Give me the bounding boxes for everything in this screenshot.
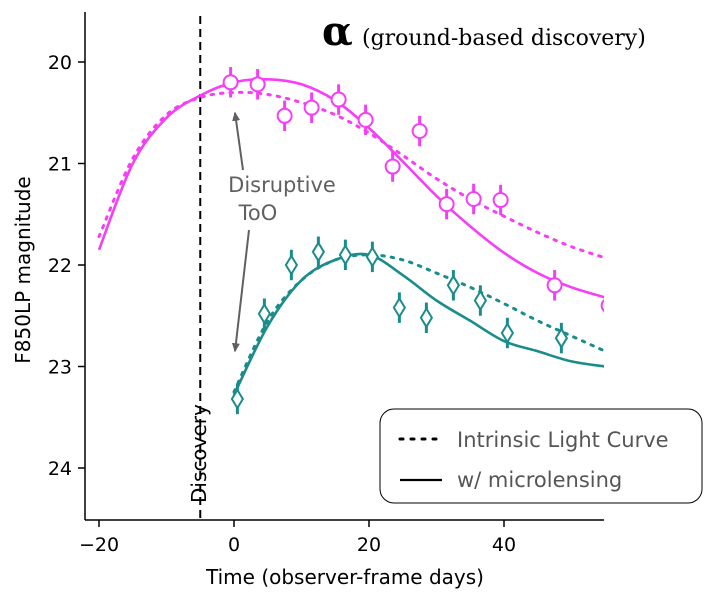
y-tick-label: 20	[48, 52, 72, 74]
data-point-circle	[303, 99, 320, 116]
data-point-diamond	[419, 306, 434, 329]
x-tick-label: 20	[357, 534, 381, 556]
x-tick-label: −20	[79, 534, 119, 556]
annotation-text-line-1: Disruptive	[228, 173, 336, 197]
data-point-diamond	[392, 296, 407, 319]
data-point-circle	[600, 299, 604, 313]
series-curve-intrinsic-2	[232, 253, 604, 394]
data-point-diamond	[311, 240, 326, 263]
y-axis-label: F850LP magnitude	[11, 176, 35, 363]
data-point-circle	[411, 123, 428, 140]
annotation-arrow	[231, 229, 250, 353]
legend-box	[379, 408, 703, 504]
data-point-diamond	[230, 388, 245, 410]
data-point-diamond	[338, 243, 353, 266]
data-point-circle	[546, 277, 563, 294]
data-point-circle	[384, 158, 401, 175]
data-point-circle	[249, 76, 266, 93]
panel-subtitle: (ground-based discovery)	[362, 26, 646, 51]
series-curve-intrinsic-0	[97, 90, 604, 260]
legend-label-microlensing: w/ microlensing	[457, 468, 622, 492]
series-curve-microlensed-1	[97, 77, 604, 299]
legend-label-intrinsic: Intrinsic Light Curve	[457, 428, 669, 452]
data-point-circle	[492, 192, 509, 209]
data-point-circle	[465, 191, 482, 208]
x-tick-label: 40	[492, 534, 516, 556]
data-point-circle	[276, 107, 293, 124]
data-point-circle	[330, 91, 347, 108]
y-tick-label: 23	[48, 357, 72, 379]
data-point-circle	[357, 111, 374, 128]
series-curve-microlensed-3	[232, 252, 604, 396]
annotation-text-line-2: ToO	[238, 201, 278, 225]
data-point-diamond	[257, 302, 272, 325]
x-axis-label: Time (observer-frame days)	[205, 565, 484, 589]
data-point-circle	[438, 196, 455, 213]
data-point-diamond	[554, 327, 569, 349]
panel-title: α	[322, 8, 353, 55]
x-tick-label: 0	[228, 534, 240, 556]
data-point-diamond	[473, 289, 488, 312]
annotation-arrow	[232, 111, 244, 171]
data-point-diamond	[284, 254, 299, 276]
legend: Intrinsic Light Curve w/ microlensing	[379, 408, 703, 504]
data-point-circle	[222, 74, 239, 91]
discovery-label: Discovery	[187, 404, 211, 503]
data-point-diamond	[500, 322, 515, 344]
data-point-diamond	[365, 245, 380, 268]
y-tick-label: 21	[48, 154, 72, 176]
data-point-diamond	[446, 274, 461, 297]
y-tick-label: 22	[48, 255, 72, 277]
y-tick-label: 24	[48, 458, 72, 480]
